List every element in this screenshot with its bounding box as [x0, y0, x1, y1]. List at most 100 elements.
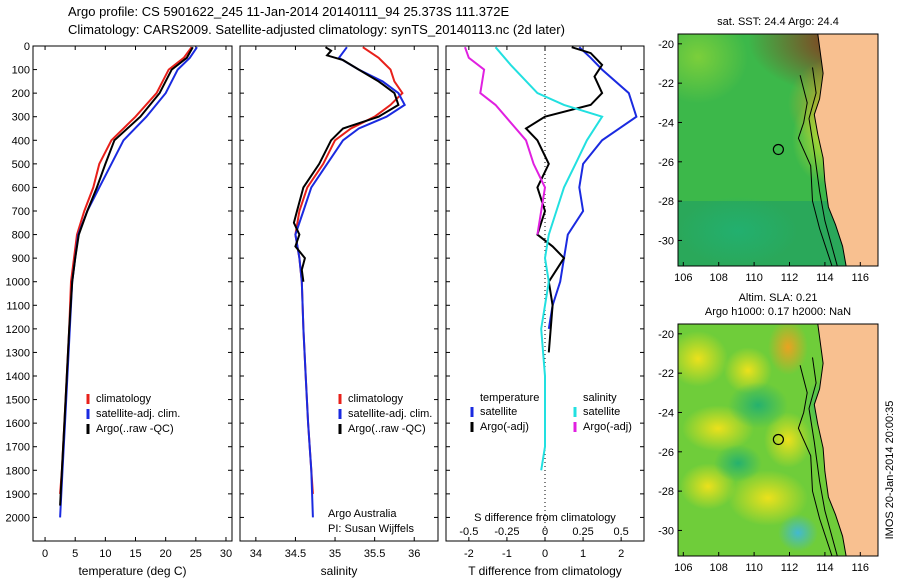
x-tick-label: 35	[329, 548, 341, 560]
isobath-line	[808, 357, 838, 556]
y-tick-label: 300	[12, 112, 30, 124]
sla-blob	[724, 347, 772, 394]
y-tick-label: -22	[658, 78, 674, 90]
series-line-S-argo	[464, 46, 547, 235]
y-tick-label: 1700	[6, 442, 30, 454]
legend-label: satellite-adj. clim.	[348, 408, 432, 420]
x-tick-label: 112	[781, 272, 799, 284]
y-tick-label: -30	[658, 525, 674, 537]
x-tick-label: 15	[129, 548, 141, 560]
credit-text: IMOS 20-Jan-2014 20:00:35	[884, 401, 896, 540]
x-tick-label: 106	[674, 562, 692, 574]
series-line-T-sat	[547, 46, 638, 330]
x-tick-label: 114	[816, 272, 834, 284]
y-tick-label: -20	[658, 329, 674, 341]
x-tick-label: 114	[816, 562, 834, 574]
y-tick-label: 900	[12, 253, 30, 265]
x-tick-label: 36	[408, 548, 420, 560]
y-tick-label: 500	[12, 159, 30, 171]
x-tick-label: 2	[618, 548, 624, 560]
y-tick-label: -28	[658, 196, 674, 208]
y-tick-label: -28	[658, 486, 674, 498]
x-tick-label: 0	[542, 548, 548, 560]
x-tick-label: -2	[464, 548, 474, 560]
x-tick-label: 116	[852, 562, 870, 574]
x-tick-label: 25	[190, 548, 202, 560]
sla-blob	[728, 382, 788, 429]
light-nw	[678, 34, 748, 104]
y-tick-label: -24	[658, 117, 674, 129]
sla-map-subtitle: Argo h1000: 0.17 h2000: NaN	[705, 306, 851, 318]
map-field	[678, 324, 878, 556]
legend-label: satellite-adj. clim.	[96, 408, 180, 420]
y-tick-label: 200	[12, 88, 30, 100]
sst-map: 106 108 110 112 114 116 -20 -22 -24 -26 -28 -30	[658, 33, 879, 284]
x-tick-label: -1	[502, 548, 512, 560]
annotation-line2: PI: Susan Wijffels	[328, 523, 414, 535]
sla-blob	[728, 470, 808, 526]
sla-blob	[714, 444, 762, 482]
x-axis-label: salinity	[321, 564, 358, 578]
axes-frame	[239, 45, 439, 542]
sla-blob	[768, 324, 808, 376]
map-field	[678, 34, 878, 266]
plot-title-line2: Climatology: CARS2009. Satellite-adjuste…	[68, 22, 565, 37]
x-tick-label: 1	[580, 548, 586, 560]
legend-label: Argo(-adj)	[480, 421, 529, 433]
legend-label: climatology	[348, 393, 404, 405]
x-tick-label: 108	[710, 272, 728, 284]
y-tick-label: -20	[658, 39, 674, 51]
map-frame	[677, 33, 879, 267]
plot-title-line1: Argo profile: CS 5901622_245 11-Jan-2014…	[68, 4, 510, 19]
land-area	[813, 34, 878, 266]
x-tick-label: 108	[710, 562, 728, 574]
x-tick-label: 116	[852, 272, 870, 284]
isobath-line	[797, 75, 833, 266]
legend-label: climatology	[96, 393, 152, 405]
x-tick-label: 112	[781, 562, 799, 574]
y-tick-label: 0	[24, 41, 30, 53]
y-tick-label: 1000	[6, 277, 30, 289]
x-tick-label: 106	[674, 272, 692, 284]
sla-blob	[778, 514, 818, 552]
y-tick-label: 1100	[6, 300, 30, 312]
isobath-line	[797, 365, 833, 556]
sla-blob	[764, 412, 812, 468]
sla-map: 106 108 110 112 114 116 -20 -22 -24 -26 -28 -30	[658, 323, 879, 574]
y-tick-label: -26	[658, 157, 674, 169]
axes-frame	[32, 45, 233, 542]
y-tick-label: 2000	[6, 512, 30, 524]
temperature-profile-panel: 0 5 10 15 20 25 30 temperature (deg C) 0 100 200 30…	[6, 41, 233, 578]
x-tick-label: 20	[160, 548, 172, 560]
y-tick-label: 700	[12, 206, 30, 218]
series-line-sat	[294, 46, 407, 518]
x-axis-label: T difference from climatology	[468, 564, 622, 578]
legend-label: Argo(..raw -QC)	[348, 423, 426, 435]
x-axis-label: temperature (deg C)	[78, 564, 186, 578]
y-tick-label: 1800	[6, 465, 30, 477]
y-tick-label: 1500	[6, 395, 30, 407]
legend-label: satellite	[583, 406, 620, 418]
land-area	[813, 324, 878, 556]
x-tick-label: 5	[72, 548, 78, 560]
legend-label: Argo(..raw -QC)	[96, 423, 174, 435]
series-line-S-sat	[494, 46, 604, 471]
x-tick-label: 10	[99, 548, 111, 560]
legend-heading-temperature: temperature	[480, 392, 539, 404]
difference-profile-panel: -2 -1 0 1 2 T difference from climatology -0.5…	[445, 45, 645, 578]
argo-position-marker	[772, 143, 784, 156]
y-tick-label: 600	[12, 182, 30, 194]
y-tick-label: 800	[12, 230, 30, 242]
map-frame	[677, 323, 879, 557]
x-tick-label: 35.5	[364, 548, 385, 560]
sla-map-title: Altim. SLA: 0.21	[739, 292, 818, 304]
sla-blob	[678, 330, 728, 387]
x2-tick-label: -0.5	[459, 526, 478, 538]
x2-tick-label: -0.25	[494, 526, 519, 538]
argo-position-marker	[772, 433, 784, 446]
y-tick-label: 100	[12, 65, 30, 77]
x-tick-label: 34	[250, 548, 262, 560]
x2-tick-label: 0	[542, 526, 548, 538]
x2-tick-label: 0.5	[614, 526, 629, 538]
